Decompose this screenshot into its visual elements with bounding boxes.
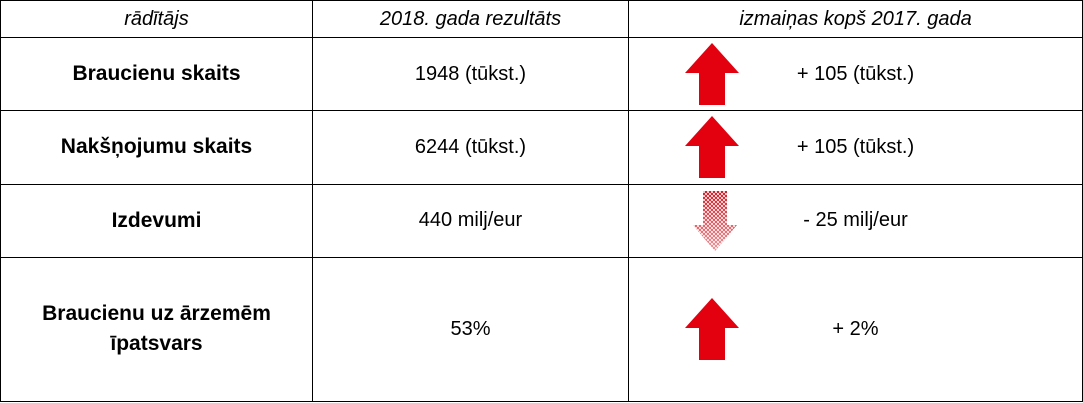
row: Braucienu skaits 1948 (tūkst.) + 105 (tū…	[0, 36, 1083, 112]
header-row: rādītājs 2018. gada rezultāts izmaiņas k…	[0, 0, 1083, 38]
change-cell: + 105 (tūkst.)	[628, 36, 1083, 112]
result-cell: 6244 (tūkst.)	[312, 110, 629, 185]
up-arrow	[685, 43, 739, 106]
row-label: Braucienu uz ārzemēm īpatsvars	[0, 256, 313, 403]
change-text: - 25 milj/eur	[803, 209, 908, 232]
result-cell: 1948 (tūkst.)	[312, 36, 629, 112]
change-cell: + 105 (tūkst.)	[628, 110, 1083, 185]
change-text: + 2%	[832, 317, 879, 340]
header-cell: izmaiņas kopš 2017. gada	[628, 0, 1083, 38]
row-label: Izdevumi	[0, 183, 313, 258]
header-cell: rādītājs	[0, 0, 313, 38]
change-cell: + 2%	[628, 256, 1083, 403]
up-arrow	[685, 298, 739, 361]
change-text: + 105 (tūkst.)	[796, 62, 915, 85]
header-cell: 2018. gada rezultāts	[312, 0, 629, 38]
change-text: + 105 (tūkst.)	[796, 135, 915, 158]
result-cell: 440 milj/eur	[312, 183, 629, 258]
down-arrow	[693, 190, 737, 251]
row: Braucienu uz ārzemēm īpatsvars 53% + 2%	[0, 256, 1083, 403]
up-arrow	[685, 116, 739, 179]
change-cell: - 25 milj/eur	[628, 183, 1083, 258]
row: Nakšņojumu skaits 6244 (tūkst.) + 105 (t…	[0, 110, 1083, 185]
row-label: Braucienu skaits	[0, 36, 313, 112]
row: Izdevumi 440 milj/eur - 25 milj/eur	[0, 183, 1083, 258]
row-label: Nakšņojumu skaits	[0, 110, 313, 185]
result-cell: 53%	[312, 256, 629, 403]
